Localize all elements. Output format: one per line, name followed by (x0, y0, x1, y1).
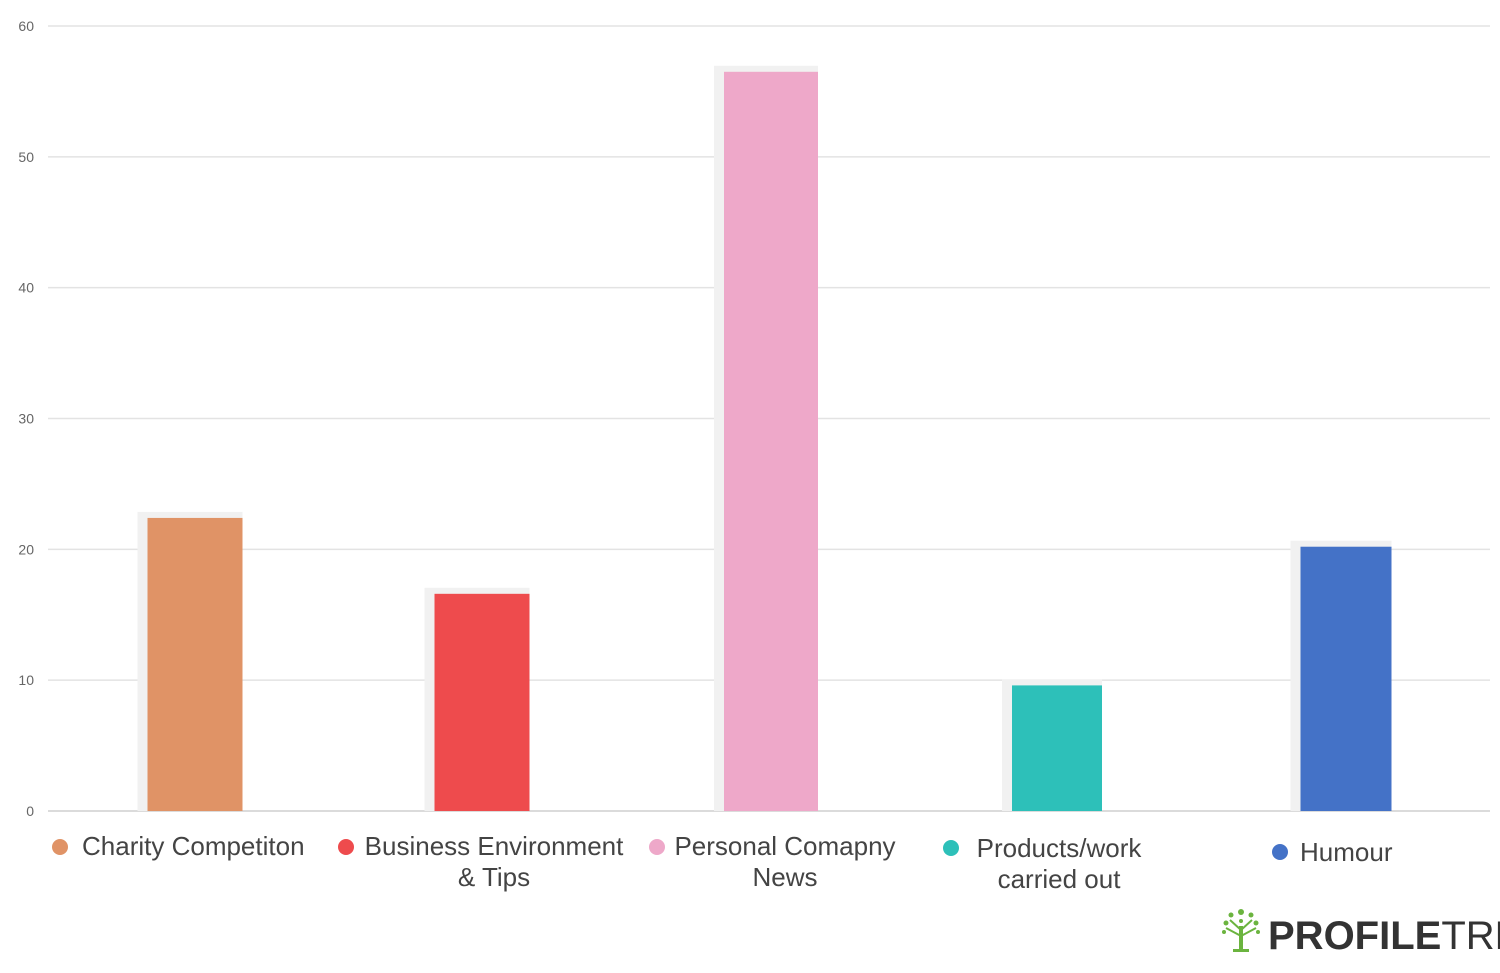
y-tick-label: 60 (18, 18, 34, 34)
bar (434, 593, 530, 811)
legend-dot (1272, 844, 1288, 860)
y-tick-label: 30 (18, 411, 34, 427)
legend-label: News (752, 862, 817, 892)
legend-dot (943, 840, 959, 856)
bars (137, 65, 1392, 811)
legend-dot (338, 839, 354, 855)
legend-label: Products/work (977, 833, 1143, 863)
tree-icon (1222, 909, 1260, 952)
y-tick-label: 50 (18, 149, 34, 165)
y-tick-label: 40 (18, 280, 34, 296)
legend-label: carried out (998, 864, 1122, 894)
legend-label: & Tips (458, 862, 530, 892)
legend-item: Charity Competiton (52, 831, 305, 861)
logo-text: PROFILETREE (1268, 914, 1500, 958)
legend-label: Charity Competiton (82, 831, 305, 861)
legend-item: Humour (1272, 837, 1393, 867)
y-axis: 0 10 20 30 40 50 60 (18, 18, 34, 819)
legend-dot (52, 839, 68, 855)
legend-label: Humour (1300, 837, 1393, 867)
y-tick-label: 20 (18, 541, 34, 557)
legend-label: Business Environment (365, 831, 624, 861)
bar (1300, 546, 1392, 811)
profiletree-logo: PROFILETREE (1222, 909, 1500, 958)
bar (1012, 685, 1102, 811)
bar (147, 517, 243, 811)
legend-dot (649, 839, 665, 855)
legend: Charity Competiton Business Environment& … (52, 831, 1393, 894)
legend-item: Business Environment& Tips (338, 831, 624, 892)
logo-text-bold: PROFILE (1268, 914, 1441, 958)
y-tick-label: 0 (26, 803, 34, 819)
bar (724, 71, 818, 811)
logo-text-light: TREE (1441, 914, 1500, 958)
legend-label: Personal Comapny (674, 831, 895, 861)
y-tick-label: 10 (18, 672, 34, 688)
